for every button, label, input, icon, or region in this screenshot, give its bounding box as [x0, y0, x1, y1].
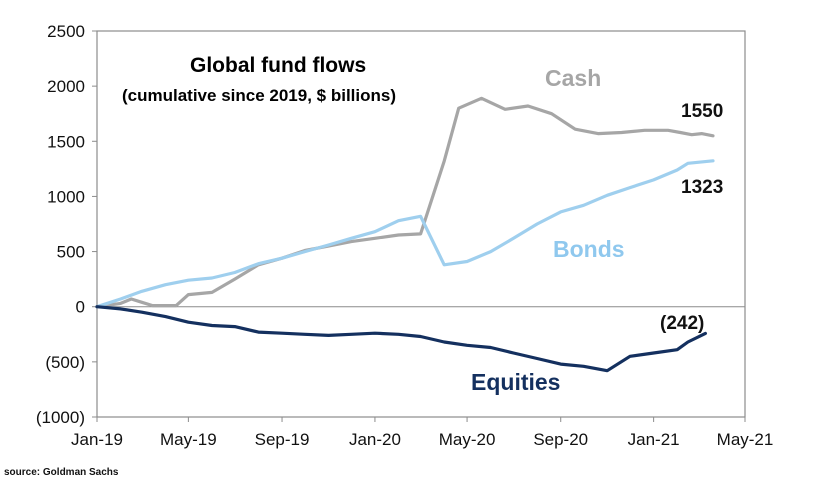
- y-axis-ticks: 2500 2000 1500 1000 500 0 (500) (1000): [36, 22, 97, 427]
- series-lines: [95, 96, 715, 373]
- x-tick-label: May-21: [717, 430, 774, 449]
- x-tick-label: Jan-20: [349, 430, 401, 449]
- y-tick-label: 1000: [47, 187, 85, 206]
- x-tick-label: May-20: [439, 430, 496, 449]
- series-line-cash: [95, 96, 715, 309]
- x-axis-ticks: Jan-19 May-19 Sep-19 Jan-20 May-20 Sep-20 Jan-…: [71, 417, 773, 449]
- end-label-equities: (242): [660, 313, 704, 334]
- y-tick-label: 1500: [47, 132, 85, 151]
- end-label-cash: 1550: [681, 101, 723, 122]
- end-label-bonds: 1323: [681, 177, 723, 198]
- x-tick-label: May-19: [160, 430, 217, 449]
- y-tick-label: (500): [45, 353, 85, 372]
- y-tick-label: 2500: [47, 22, 85, 41]
- y-tick-label: 500: [57, 243, 85, 262]
- series-line-equities: [95, 305, 707, 373]
- x-tick-label: Sep-19: [255, 430, 310, 449]
- y-tick-label: (1000): [36, 408, 85, 427]
- x-tick-label: Sep-20: [533, 430, 588, 449]
- series-label-equities: Equities: [471, 369, 560, 395]
- x-tick-label: Jan-21: [628, 430, 680, 449]
- series-label-cash: Cash: [545, 65, 601, 91]
- chart-title: Global fund flows: [190, 54, 366, 77]
- series-label-bonds: Bonds: [553, 236, 625, 262]
- source-note: source: Goldman Sachs: [4, 467, 119, 478]
- series-line-bonds: [95, 159, 715, 309]
- y-tick-label: 0: [76, 298, 85, 317]
- x-tick-label: Jan-19: [71, 430, 123, 449]
- y-tick-label: 2000: [47, 77, 85, 96]
- plot-area-frame: [96, 30, 746, 418]
- chart-subtitle: (cumulative since 2019, $ billions): [122, 86, 396, 105]
